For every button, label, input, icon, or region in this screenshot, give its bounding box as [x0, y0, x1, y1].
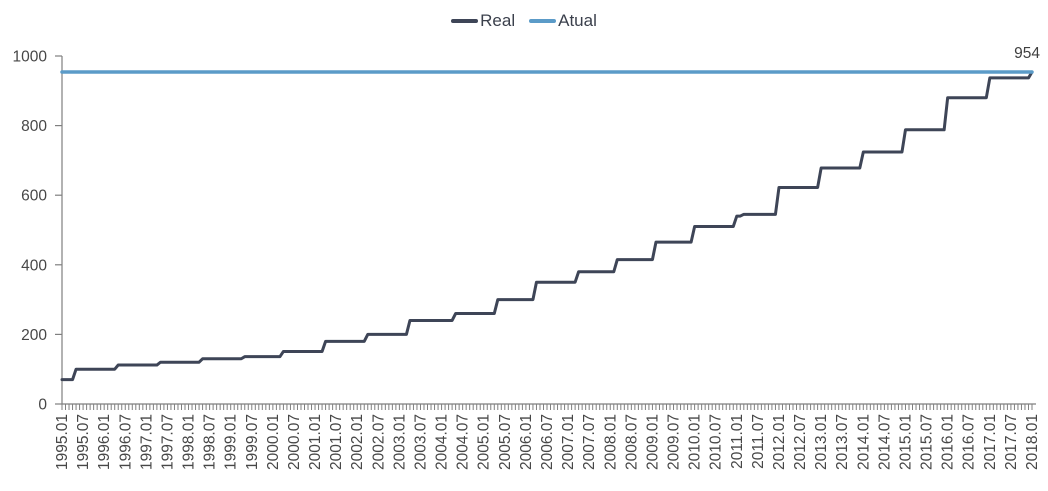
x-tick-label: 2001.07 [328, 414, 345, 470]
atual-line-swatch [529, 19, 557, 23]
x-tick-label: 2014.07 [876, 414, 893, 470]
x-tick-label: 2008.01 [602, 414, 619, 470]
legend-label-real: Real [480, 11, 516, 30]
y-tick-label: 800 [21, 118, 47, 135]
x-tick-label: 2000.01 [265, 414, 282, 470]
y-tick-label: 0 [38, 397, 47, 414]
x-tick-label: 1997.01 [138, 414, 155, 470]
x-tick-label: 2012.07 [792, 414, 809, 470]
x-tick-label: 2001.01 [307, 414, 324, 470]
x-tick-label: 1995.01 [54, 414, 71, 470]
x-tick-label: 2017.01 [982, 414, 999, 470]
x-tick-label: 2009.07 [666, 414, 683, 470]
x-tick-label: 2005.07 [497, 414, 514, 470]
x-axis-labels: 1995.01 1995.07 1996.01 1996.07 1997.01 1997.… [54, 414, 1041, 470]
x-tick-label: 2011.07 [750, 414, 767, 469]
y-tick-label: 600 [21, 188, 47, 205]
x-tick-label: 1996.01 [96, 414, 113, 470]
x-tick-label: 2018.01 [1024, 414, 1041, 470]
x-tick-label: 1995.07 [75, 414, 92, 470]
x-tick-label: 2006.01 [518, 414, 535, 470]
x-tick-label: 2002.01 [349, 414, 366, 470]
x-tick-label: 2004.07 [455, 414, 472, 470]
x-tick-label: 1999.07 [244, 414, 261, 470]
x-tick-label: 2012.01 [771, 414, 788, 470]
legend-label-atual: Atual [558, 11, 597, 30]
real-series-line [60, 70, 1034, 382]
x-tick-label: 2005.01 [476, 414, 493, 470]
x-tick-label: 2003.07 [412, 414, 429, 470]
y-tick-label: 400 [21, 257, 47, 274]
x-tick-label: 2010.01 [687, 414, 704, 470]
x-tick-label: 2007.07 [581, 414, 598, 470]
x-tick-label: 2015.07 [919, 414, 936, 470]
real-line-swatch [451, 19, 479, 23]
y-tick-label: 1000 [13, 49, 48, 66]
x-tick-label: 2013.07 [834, 414, 851, 470]
x-tick-label: 2007.01 [560, 414, 577, 470]
x-tick-label: 1998.07 [202, 414, 219, 470]
x-tick-label: 2016.01 [940, 414, 957, 470]
x-tick-label: 2017.07 [1003, 414, 1020, 470]
x-tick-label: 2003.01 [391, 414, 408, 470]
x-tick-label: 1997.07 [159, 414, 176, 470]
x-tick-label: 2015.01 [897, 414, 914, 470]
x-tick-label: 2006.07 [539, 414, 556, 470]
y-tick-label: 200 [21, 327, 47, 344]
x-tick-label: 2010.07 [708, 414, 725, 470]
x-tick-label: 2013.01 [813, 414, 830, 470]
x-tick-label: 2009.01 [644, 414, 661, 470]
legend-item-atual[interactable]: Atual [529, 11, 597, 31]
x-tick-label: 1996.07 [117, 414, 134, 470]
x-tick-label: 2004.01 [434, 414, 451, 470]
x-axis-ticks [61, 404, 1033, 410]
x-tick-label: 1998.01 [181, 414, 198, 470]
legend: Real Atual [0, 11, 1048, 31]
value-annotation: 954 [1014, 45, 1040, 62]
x-tick-label: 2016.07 [961, 414, 978, 470]
y-axis-ticks: 0 200 400 600 800 1000 [13, 49, 62, 414]
x-tick-label: 2011.01 [729, 414, 746, 469]
x-tick-label: 2008.07 [623, 414, 640, 470]
x-tick-label: 2000.07 [286, 414, 303, 470]
x-tick-label: 2002.07 [370, 414, 387, 470]
x-tick-label: 1999.01 [223, 414, 240, 470]
x-tick-label: 2014.01 [855, 414, 872, 470]
legend-item-real[interactable]: Real [451, 11, 515, 31]
